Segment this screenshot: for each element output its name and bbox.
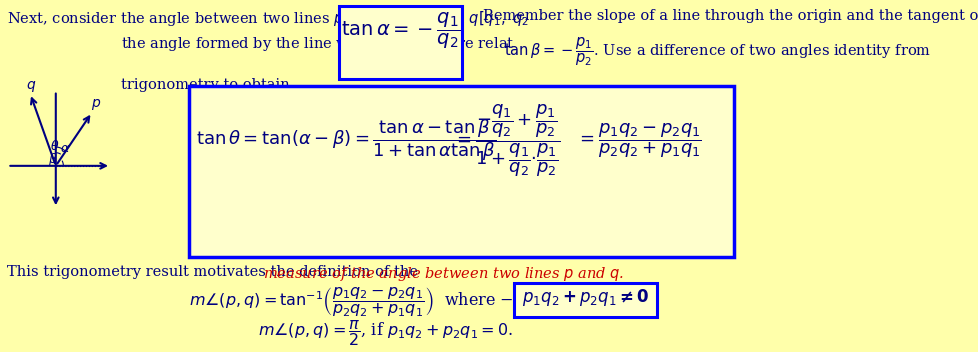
Text: $= \dfrac{p_1 q_2 - p_2 q_1}{p_2 q_2 + p_1 q_1}$: $= \dfrac{p_1 q_2 - p_2 q_1}{p_2 q_2 + p… — [575, 121, 701, 160]
Text: $\theta$: $\theta$ — [50, 139, 59, 153]
Text: $\tan \alpha = -\dfrac{q_1}{q_2}$: $\tan \alpha = -\dfrac{q_1}{q_2}$ — [340, 11, 460, 51]
FancyBboxPatch shape — [189, 86, 734, 257]
Text: the angle formed by the line with the $x$-axis are relat: the angle formed by the line with the $x… — [120, 35, 514, 53]
Text: measure of the angle between two lines $p$ and $q$.: measure of the angle between two lines $… — [262, 264, 624, 283]
Text: $= \dfrac{-\dfrac{q_1}{q_2}+\dfrac{p_1}{p_2}}{1+\dfrac{q_1}{q_2}{\cdot}\dfrac{p_: $= \dfrac{-\dfrac{q_1}{q_2}+\dfrac{p_1}{… — [453, 102, 560, 179]
Text: $\tan \beta = -\dfrac{p_1}{p_2}$. Use a difference of two angles identity from: $\tan \beta = -\dfrac{p_1}{p_2}$. Use a … — [504, 35, 930, 68]
Text: $\beta$: $\beta$ — [48, 151, 58, 168]
Text: $p$: $p$ — [90, 97, 101, 112]
Text: $\tan \theta = \tan(\alpha - \beta) = \dfrac{\tan \alpha - \tan \beta}{1 + \tan : $\tan \theta = \tan(\alpha - \beta) = \d… — [197, 118, 496, 163]
Text: trigonometry to obtain: trigonometry to obtain — [120, 78, 289, 93]
Text: $q$: $q$ — [26, 79, 36, 94]
FancyBboxPatch shape — [513, 283, 656, 317]
Text: $\boldsymbol{p_1 q_2 + p_2 q_1 \neq 0}$: $\boldsymbol{p_1 q_2 + p_2 q_1 \neq 0}$ — [521, 287, 648, 308]
Text: $\alpha$: $\alpha$ — [60, 142, 69, 155]
Text: This trigonometry result motivates the definition of the: This trigonometry result motivates the d… — [8, 264, 422, 278]
Text: $m\angle(p,q) = \dfrac{\pi}{2}$, if $p_1 q_2 + p_2 q_1 = 0$.: $m\angle(p,q) = \dfrac{\pi}{2}$, if $p_1… — [258, 318, 512, 348]
Text: Remember the slope of a line through the origin and the tangent of: Remember the slope of a line through the… — [483, 9, 978, 23]
Text: $m\angle(p,q) = \tan^{-1}\!\left(\dfrac{p_1 q_2 - p_2 q_1}{p_2 q_2 + p_1 q_1}\ri: $m\angle(p,q) = \tan^{-1}\!\left(\dfrac{… — [189, 285, 632, 319]
FancyBboxPatch shape — [338, 6, 461, 80]
Text: Next, consider the angle between two lines $p[p_1,\ p_2,\ p_3]$, and $q[q_1,\ q_: Next, consider the angle between two lin… — [8, 9, 529, 28]
